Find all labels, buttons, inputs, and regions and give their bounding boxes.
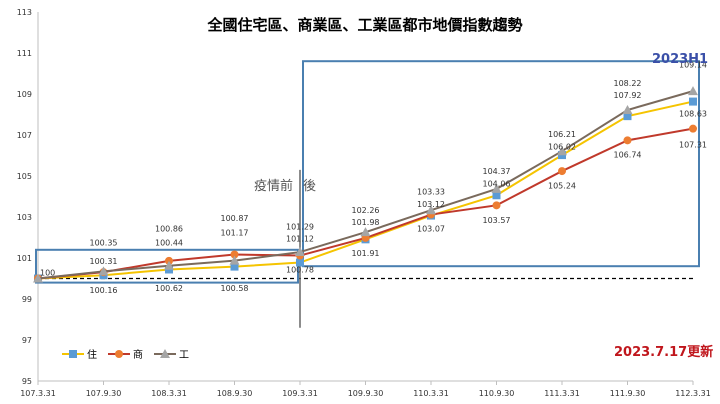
data-label: 103.33: [417, 187, 445, 196]
y-tick-label: 111: [17, 49, 32, 58]
data-label: 104.37: [483, 167, 511, 176]
legend: 住商工: [62, 348, 189, 361]
covid-label: 疫情前: [254, 178, 293, 194]
legend-marker: [160, 349, 170, 358]
data-label: 101.98: [352, 218, 380, 227]
data-label: 100: [40, 268, 55, 277]
data-point: [33, 273, 43, 283]
legend-label: 商: [133, 348, 143, 361]
data-label: 103.12: [417, 200, 445, 209]
data-point: [98, 266, 109, 276]
data-labels: 100 100.35 100.31 100.16 100.86 100.44 100.62 1…: [40, 60, 707, 295]
data-label: 100.86: [155, 224, 183, 233]
data-label: 100.78: [286, 265, 314, 274]
data-point: [295, 247, 305, 257]
data-point: [296, 258, 304, 267]
data-point: [426, 205, 436, 215]
y-tick-label: 95: [22, 377, 32, 386]
x-tick-label: 111.3.31: [544, 389, 580, 398]
y-tick-label: 107: [17, 131, 32, 140]
data-label: 100.31: [90, 257, 118, 266]
data-point: [492, 201, 501, 210]
legend-label: 住: [87, 348, 97, 361]
y-tick-label: 101: [17, 254, 32, 263]
data-point: [229, 255, 240, 265]
data-label: 109.14: [679, 60, 707, 69]
data-point: [622, 104, 633, 114]
data-label: 107.92: [614, 91, 642, 100]
x-tick-label: 111.9.30: [610, 389, 646, 398]
x-tick-label: 109.3.31: [282, 389, 318, 398]
chart-title: 全國住宅區、商業區、工業區都市地價指數趨勢: [206, 16, 522, 34]
legend-marker: [115, 350, 123, 358]
y-tick-label: 99: [22, 295, 32, 304]
x-tick-label: 108.3.31: [151, 389, 187, 398]
y-tick-label: 97: [22, 336, 32, 345]
data-label: 103.07: [417, 224, 445, 233]
data-label: 100.58: [221, 284, 249, 293]
x-tick-label: 110.3.31: [413, 389, 449, 398]
x-tick-label: 108.9.30: [217, 389, 253, 398]
data-point: [688, 86, 698, 96]
data-point: [492, 191, 501, 200]
data-point: [558, 167, 566, 176]
data-point: [557, 146, 567, 156]
series-1: [34, 124, 697, 283]
period-label: 2023H1: [652, 52, 708, 67]
legend-label: 工: [179, 350, 189, 361]
data-point: [689, 97, 697, 106]
y-axis: 95 97 99 101 103 105 107 109 111 113: [17, 8, 39, 386]
data-label: 108.22: [614, 79, 642, 88]
data-point: [491, 183, 502, 193]
data-label: 106.74: [614, 151, 642, 160]
highlight-boxes: [35, 60, 700, 328]
data-label: 101.12: [286, 235, 314, 244]
y-tick-label: 103: [17, 213, 32, 222]
data-label: 106.21: [548, 130, 576, 139]
x-tick-label: 112.3.31: [675, 389, 711, 398]
x-tick-label: 110.9.30: [479, 389, 515, 398]
data-point: [623, 112, 632, 121]
series-2: [33, 86, 698, 283]
data-label: 106.02: [548, 142, 576, 151]
data-point: [230, 262, 239, 271]
data-label: 104.06: [483, 179, 511, 188]
x-tick-label: 107.3.31: [20, 389, 56, 398]
data-label: 101.17: [221, 228, 249, 237]
data-point: [623, 136, 632, 145]
data-label: 100.35: [90, 239, 118, 248]
data-point: [230, 250, 239, 259]
post-covid-box: [302, 60, 700, 268]
x-tick-label: 107.9.30: [86, 389, 122, 398]
x-axis: 107.3.31 107.9.30 108.3.31 108.9.30 109.3.31…: [20, 380, 711, 398]
updated-label: 2023.7.17更新: [614, 344, 713, 360]
data-label: 101.91: [352, 249, 380, 258]
data-point: [689, 124, 697, 133]
data-label: 100.62: [155, 284, 183, 293]
covid-after-label: 後: [303, 179, 316, 194]
data-label: 101.29: [286, 222, 314, 231]
data-point: [360, 227, 371, 237]
legend-marker: [69, 350, 77, 358]
data-label: 100.87: [221, 214, 249, 223]
data-label: 103.57: [483, 216, 511, 225]
data-label: 102.26: [352, 206, 380, 215]
data-label: 108.63: [679, 110, 707, 119]
series-group: [33, 86, 698, 283]
y-tick-label: 113: [17, 8, 32, 17]
y-tick-label: 105: [17, 172, 32, 181]
x-tick-label: 109.9.30: [348, 389, 384, 398]
data-label: 100.44: [155, 239, 183, 248]
data-label: 107.31: [679, 140, 707, 149]
data-label: 105.24: [548, 181, 576, 190]
y-tick-label: 109: [17, 90, 32, 99]
data-point: [164, 260, 174, 270]
data-label: 100.16: [90, 286, 118, 295]
